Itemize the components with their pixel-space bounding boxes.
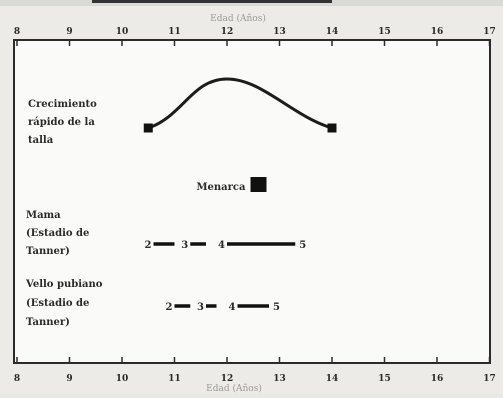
tick-label-bottom-10: 10 bbox=[116, 374, 129, 384]
tick-label-bottom-16: 16 bbox=[431, 374, 444, 384]
label-breast-line-1: Mama bbox=[26, 210, 61, 221]
tick-label-bottom-11: 11 bbox=[168, 374, 181, 384]
breast-stage-label-5: 5 bbox=[299, 240, 306, 251]
tick-label-top-15: 15 bbox=[378, 27, 391, 37]
label-breast-line-3: Tanner) bbox=[26, 246, 70, 257]
tick-label-top-9: 9 bbox=[66, 27, 72, 37]
breast-stage-label-2: 2 bbox=[145, 240, 152, 251]
tick-label-top-17: 17 bbox=[483, 27, 496, 37]
tick-label-top-8: 8 bbox=[14, 27, 20, 37]
label-growth-line-2: rápido de la bbox=[28, 117, 95, 128]
label-pubic-line-3: Tanner) bbox=[26, 317, 70, 328]
tick-label-bottom-9: 9 bbox=[66, 374, 72, 384]
tick-label-bottom-15: 15 bbox=[378, 374, 391, 384]
tick-label-bottom-8: 8 bbox=[14, 374, 20, 384]
tick-label-bottom-14: 14 bbox=[326, 374, 339, 384]
growth-start-marker bbox=[143, 123, 153, 133]
tick-labels-bottom: 8 9 10 11 12 13 14 15 16 17 bbox=[14, 374, 496, 384]
label-pubic-line-1: Vello pubiano bbox=[25, 279, 103, 290]
pubic-stage-label-2: 2 bbox=[166, 302, 173, 313]
label-growth: Crecimiento rápido de la talla bbox=[28, 99, 97, 146]
tick-label-bottom-17: 17 bbox=[483, 374, 496, 384]
tick-label-bottom-12: 12 bbox=[221, 374, 234, 384]
tick-label-bottom-13: 13 bbox=[273, 374, 286, 384]
pubic-stage-label-4: 4 bbox=[229, 302, 236, 313]
tick-labels-top: 8 9 10 11 12 13 14 15 16 17 bbox=[14, 27, 496, 37]
pubic-stage-bars: 2 3 4 5 bbox=[166, 302, 280, 313]
growth-end-marker bbox=[327, 123, 337, 133]
tick-label-top-10: 10 bbox=[116, 27, 129, 37]
axis-title-bottom: Edad (Años) bbox=[206, 383, 262, 393]
tick-label-top-12: 12 bbox=[221, 27, 234, 37]
label-breast-line-2: (Estadio de bbox=[26, 228, 89, 239]
growth-spurt-curve bbox=[147, 77, 333, 130]
tick-label-top-16: 16 bbox=[431, 27, 444, 37]
tick-label-top-14: 14 bbox=[326, 27, 339, 37]
label-breast: Mama (Estadio de Tanner) bbox=[26, 210, 89, 257]
label-pubic-line-2: (Estadio de bbox=[26, 298, 89, 309]
menarche-marker bbox=[250, 177, 267, 192]
label-growth-line-3: talla bbox=[28, 135, 54, 146]
label-pubic: Vello pubiano (Estadio de Tanner) bbox=[25, 279, 103, 328]
plot-frame bbox=[13, 39, 491, 364]
tick-marks bbox=[16, 40, 491, 363]
pubic-stage-label-3: 3 bbox=[197, 302, 204, 313]
tick-label-top-11: 11 bbox=[168, 27, 181, 37]
breast-stage-bars: 2 3 4 5 bbox=[145, 240, 307, 251]
pubic-stage-label-5: 5 bbox=[273, 302, 280, 313]
menarche-label: Menarca bbox=[196, 182, 246, 193]
tick-label-top-13: 13 bbox=[273, 27, 286, 37]
breast-stage-label-4: 4 bbox=[218, 240, 225, 251]
breast-stage-label-3: 3 bbox=[181, 240, 188, 251]
top-rule bbox=[92, 0, 332, 3]
label-growth-line-1: Crecimiento bbox=[28, 99, 97, 110]
axis-title-top: Edad (Años) bbox=[210, 13, 266, 24]
